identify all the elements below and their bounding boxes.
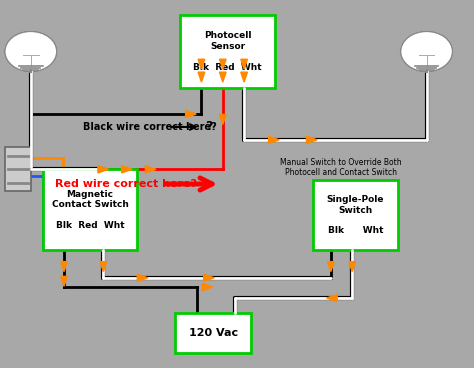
Text: 120 Vac: 120 Vac [189, 328, 238, 338]
Text: Manual Switch to Override Both
Photocell and Contact Switch: Manual Switch to Override Both Photocell… [281, 158, 402, 177]
Bar [5, 147, 31, 191]
Polygon shape [61, 276, 67, 286]
Polygon shape [269, 136, 279, 144]
Polygon shape [198, 72, 205, 82]
Text: Black wire correct here?: Black wire correct here? [83, 122, 217, 132]
Polygon shape [327, 294, 337, 302]
Polygon shape [146, 166, 156, 173]
Circle shape [401, 31, 453, 72]
Polygon shape [219, 72, 226, 82]
Polygon shape [186, 110, 196, 118]
Polygon shape [307, 136, 317, 144]
Polygon shape [137, 274, 148, 282]
Polygon shape [241, 72, 247, 82]
Polygon shape [202, 283, 213, 291]
Text: Photocell
Sensor

Blk  Red  Wht: Photocell Sensor Blk Red Wht [193, 31, 262, 72]
Polygon shape [122, 166, 132, 173]
Polygon shape [241, 59, 247, 69]
Polygon shape [98, 166, 109, 173]
Polygon shape [100, 262, 107, 272]
Polygon shape [349, 262, 356, 272]
Polygon shape [328, 262, 334, 272]
Polygon shape [219, 59, 226, 69]
Polygon shape [61, 262, 67, 272]
Polygon shape [219, 114, 226, 124]
Bar [313, 180, 398, 250]
Bar [43, 169, 137, 250]
Bar [175, 313, 251, 353]
Text: ?: ? [205, 120, 213, 134]
Bar [180, 15, 275, 88]
Circle shape [5, 31, 57, 72]
Text: Red wire correct here?: Red wire correct here? [55, 179, 197, 189]
Text: Single-Pole
Switch

Blk      Wht: Single-Pole Switch Blk Wht [327, 195, 384, 236]
Polygon shape [204, 274, 214, 282]
Polygon shape [198, 59, 205, 69]
Text: Magnetic
Contact Switch

Blk  Red  Wht: Magnetic Contact Switch Blk Red Wht [52, 190, 128, 230]
